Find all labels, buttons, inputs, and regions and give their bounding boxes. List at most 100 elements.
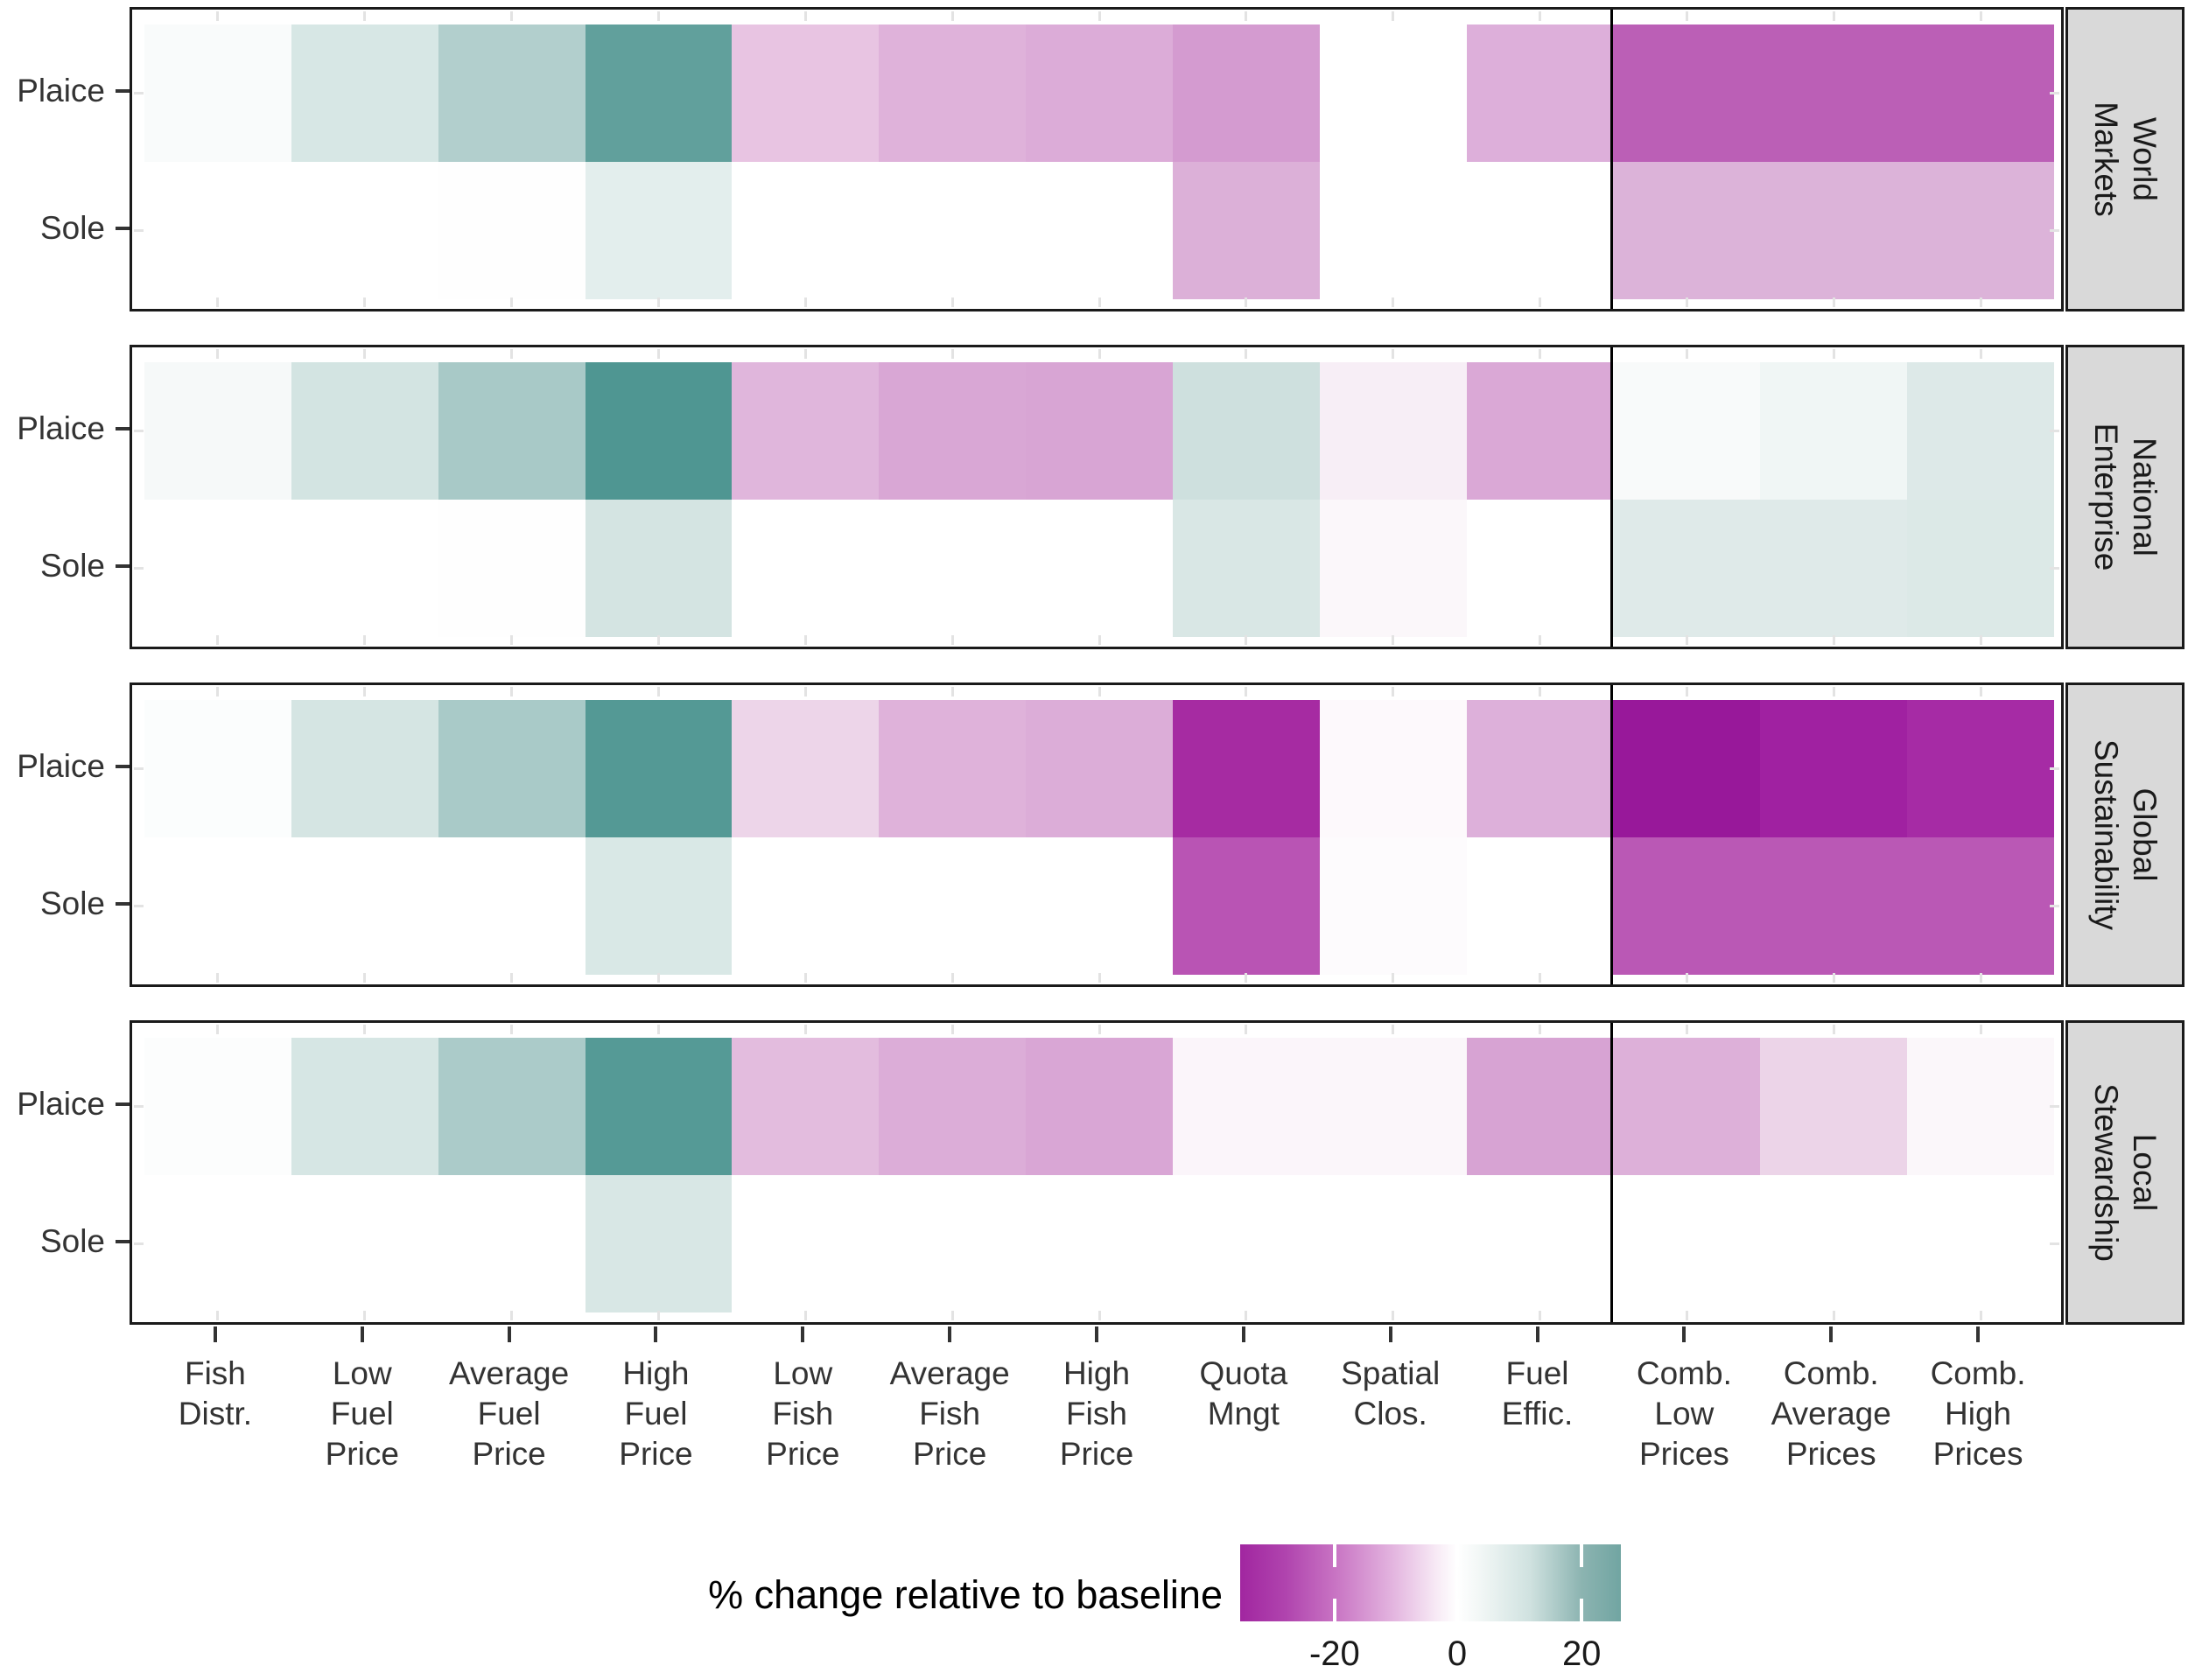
heatmap-cell bbox=[144, 362, 292, 500]
heatmap-cell bbox=[879, 1175, 1027, 1312]
heatmap-cell bbox=[438, 700, 586, 837]
minor-gridtick bbox=[1098, 298, 1101, 307]
heatmap-cell bbox=[1466, 24, 1614, 162]
heatmap-cell bbox=[585, 1038, 733, 1175]
minor-gridtick bbox=[656, 973, 660, 983]
heatmap-cell bbox=[1760, 362, 1908, 500]
minor-gridtick bbox=[363, 298, 367, 307]
legend-tick-value: -20 bbox=[1308, 1634, 1360, 1673]
minor-gridtick bbox=[656, 11, 660, 21]
heatmap-cell bbox=[732, 1038, 880, 1175]
legend-bar-tick bbox=[1580, 1599, 1584, 1621]
x-axis-label: Low Fish Price bbox=[766, 1355, 840, 1472]
y-axis-label: Sole bbox=[39, 209, 105, 246]
heatmap-cell bbox=[1466, 1175, 1614, 1312]
minor-gridtick bbox=[1245, 973, 1248, 983]
minor-gridtick bbox=[1539, 635, 1542, 645]
legend-bar-tick bbox=[1455, 1544, 1459, 1567]
heatmap-cell bbox=[732, 162, 880, 299]
minor-gridtick bbox=[803, 973, 807, 983]
minor-gridtick bbox=[656, 635, 660, 645]
heatmap-cell bbox=[1613, 1175, 1761, 1312]
minor-gridtick bbox=[216, 1025, 220, 1034]
tile-area bbox=[144, 700, 2055, 975]
heatmap-cell bbox=[1172, 700, 1321, 837]
heatmap-cell bbox=[585, 24, 733, 162]
minor-gridtick bbox=[1392, 298, 1395, 307]
minor-gridtick bbox=[2050, 567, 2059, 570]
x-axis-label: High Fuel Price bbox=[619, 1355, 693, 1472]
y-axis-label: Sole bbox=[39, 547, 105, 584]
minor-gridtick bbox=[216, 349, 220, 359]
heatmap-cell bbox=[438, 1038, 586, 1175]
heatmap-cell bbox=[1319, 24, 1468, 162]
minor-gridtick bbox=[2050, 1105, 2059, 1108]
facet-strip: World Markets bbox=[2065, 7, 2184, 312]
heatmap-cell bbox=[1026, 162, 1174, 299]
minor-gridtick bbox=[656, 687, 660, 696]
heatmap-cell bbox=[1172, 837, 1321, 975]
minor-gridtick bbox=[1685, 1025, 1688, 1034]
minor-gridtick bbox=[1685, 635, 1688, 645]
legend-bar-tick bbox=[1580, 1544, 1584, 1567]
minor-gridtick bbox=[510, 635, 514, 645]
minor-gridtick bbox=[510, 1025, 514, 1034]
minor-gridtick bbox=[1245, 298, 1248, 307]
minor-gridtick bbox=[1098, 1025, 1101, 1034]
heatmap-cell bbox=[1319, 700, 1468, 837]
minor-gridtick bbox=[216, 298, 220, 307]
heatmap-cell bbox=[144, 1038, 292, 1175]
minor-gridtick bbox=[363, 687, 367, 696]
minor-gridtick bbox=[1539, 1025, 1542, 1034]
heatmap-cell bbox=[732, 837, 880, 975]
y-axis-tick bbox=[116, 1239, 130, 1243]
heatmap-cell bbox=[438, 24, 586, 162]
heatmap-cell bbox=[585, 837, 733, 975]
y-axis-tick bbox=[116, 1102, 130, 1106]
tile-area bbox=[144, 24, 2055, 299]
tile-area bbox=[144, 1038, 2055, 1312]
minor-gridtick bbox=[950, 1311, 954, 1320]
minor-gridtick bbox=[134, 92, 144, 94]
minor-gridtick bbox=[950, 349, 954, 359]
heatmap-cell bbox=[291, 500, 439, 637]
heatmap-cell bbox=[1760, 700, 1908, 837]
heatmap-cell bbox=[438, 837, 586, 975]
minor-gridtick bbox=[1979, 298, 1982, 307]
x-axis-tick bbox=[213, 1326, 217, 1342]
minor-gridtick bbox=[1245, 1025, 1248, 1034]
heatmap-cell bbox=[585, 500, 733, 637]
y-axis-tick bbox=[116, 226, 130, 230]
minor-gridtick bbox=[1392, 11, 1395, 21]
combined-scenarios-separator bbox=[1610, 10, 1614, 309]
minor-gridtick bbox=[1832, 973, 1835, 983]
x-axis-tick bbox=[654, 1326, 658, 1342]
heatmap-cell bbox=[1760, 837, 1908, 975]
minor-gridtick bbox=[1245, 687, 1248, 696]
heatmap-cell bbox=[1026, 500, 1174, 637]
heatmap-cell bbox=[1760, 24, 1908, 162]
minor-gridtick bbox=[1245, 349, 1248, 359]
heatmap-cell bbox=[144, 837, 292, 975]
heatmap-cell bbox=[1319, 1175, 1468, 1312]
legend-tick-value: 0 bbox=[1447, 1634, 1468, 1673]
minor-gridtick bbox=[1832, 687, 1835, 696]
x-axis-label: Fuel Effic. bbox=[1501, 1355, 1574, 1432]
minor-gridtick bbox=[1098, 11, 1101, 21]
heatmap-cell bbox=[1466, 1038, 1614, 1175]
facet-panel bbox=[130, 682, 2064, 987]
minor-gridtick bbox=[950, 11, 954, 21]
minor-gridtick bbox=[1098, 973, 1101, 983]
minor-gridtick bbox=[1685, 11, 1688, 21]
heatmap-cell bbox=[1907, 700, 2055, 837]
heatmap-cell bbox=[1172, 1038, 1321, 1175]
minor-gridtick bbox=[1979, 687, 1982, 696]
minor-gridtick bbox=[1098, 1311, 1101, 1320]
heatmap-cell bbox=[1907, 500, 2055, 637]
minor-gridtick bbox=[363, 1311, 367, 1320]
heatmap-cell bbox=[1466, 362, 1614, 500]
minor-gridtick bbox=[510, 349, 514, 359]
heatmap-cell bbox=[1319, 837, 1468, 975]
heatmap-cell bbox=[585, 1175, 733, 1312]
